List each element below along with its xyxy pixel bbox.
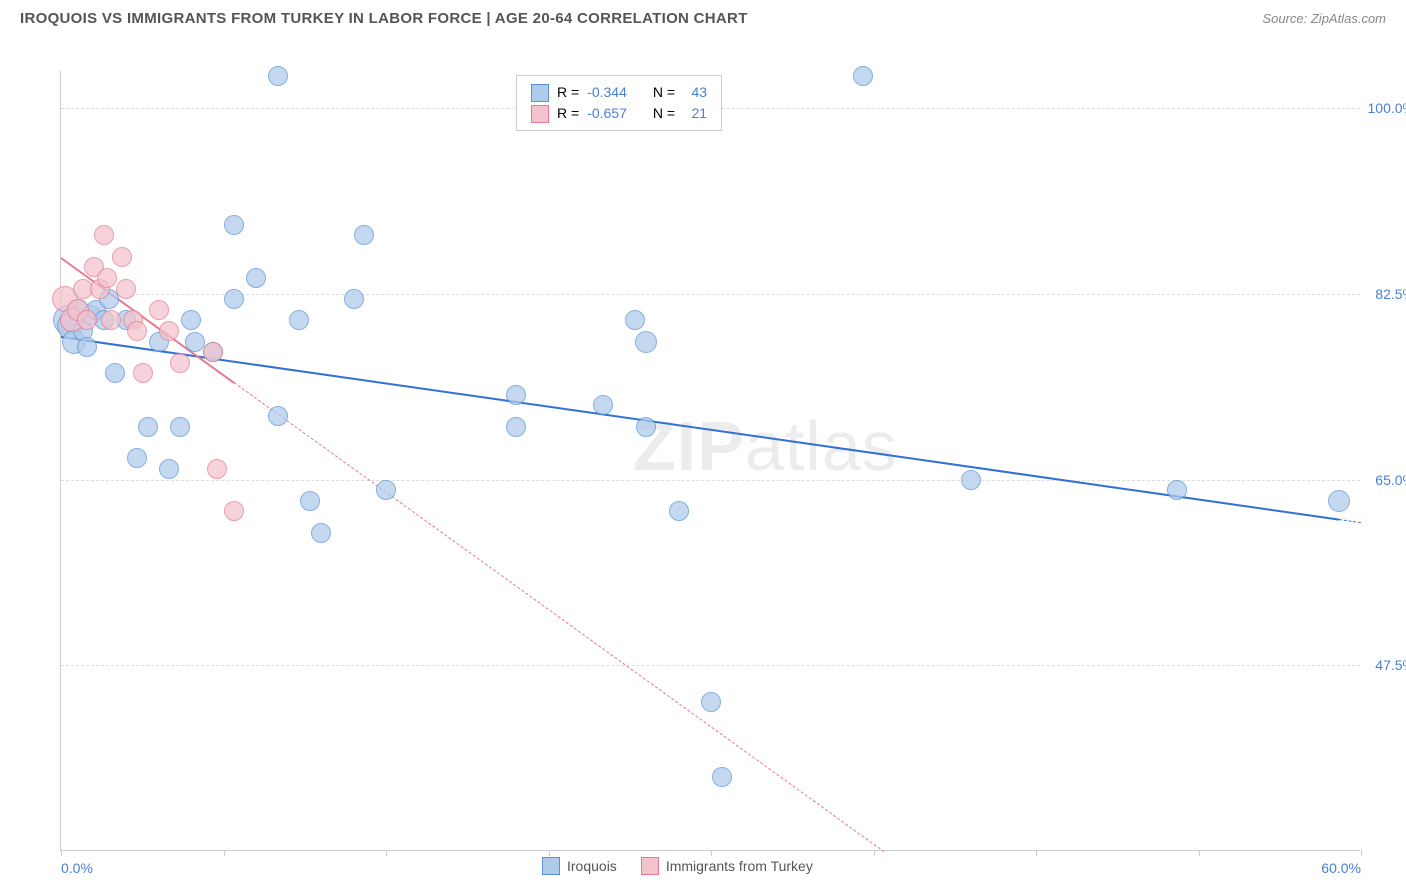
data-point — [300, 491, 320, 511]
data-point — [354, 225, 374, 245]
series-legend-label: Immigrants from Turkey — [666, 858, 813, 874]
data-point — [344, 289, 364, 309]
data-point — [77, 310, 97, 330]
data-point — [112, 247, 132, 267]
x-tick — [1361, 850, 1362, 856]
x-tick — [1199, 850, 1200, 856]
data-point — [853, 66, 873, 86]
x-tick — [224, 850, 225, 856]
gridline — [61, 480, 1360, 481]
data-point — [116, 279, 136, 299]
x-tick — [549, 850, 550, 856]
trendline-extrapolated — [234, 382, 885, 852]
data-point — [77, 337, 97, 357]
data-point — [207, 459, 227, 479]
data-point — [712, 767, 732, 787]
x-tick — [711, 850, 712, 856]
data-point — [170, 353, 190, 373]
data-point — [376, 480, 396, 500]
trendline-extrapolated — [1339, 519, 1361, 523]
data-point — [224, 289, 244, 309]
data-point — [246, 268, 266, 288]
stats-legend: R = -0.344 N = 43 R = -0.657 N = 21 — [516, 75, 722, 131]
x-tick — [386, 850, 387, 856]
data-point — [506, 417, 526, 437]
n-value: 43 — [683, 82, 707, 103]
data-point — [636, 417, 656, 437]
data-point — [224, 215, 244, 235]
trendline — [61, 336, 1340, 521]
n-label: N = — [653, 103, 675, 124]
watermark: ZIPatlas — [633, 406, 898, 486]
gridline — [61, 294, 1360, 295]
data-point — [159, 321, 179, 341]
data-point — [961, 470, 981, 490]
data-point — [1167, 480, 1187, 500]
data-point — [701, 692, 721, 712]
y-tick-label: 65.0% — [1375, 472, 1406, 488]
series-legend: Iroquois Immigrants from Turkey — [542, 857, 813, 875]
r-value: -0.657 — [587, 103, 627, 124]
legend-swatch — [531, 105, 549, 123]
data-point — [669, 501, 689, 521]
data-point — [97, 268, 117, 288]
n-value: 21 — [683, 103, 707, 124]
data-point — [1328, 490, 1350, 512]
data-point — [94, 225, 114, 245]
data-point — [159, 459, 179, 479]
r-label: R = — [557, 103, 579, 124]
series-legend-label: Iroquois — [567, 858, 617, 874]
data-point — [506, 385, 526, 405]
y-tick-label: 82.5% — [1375, 286, 1406, 302]
gridline — [61, 665, 1360, 666]
x-tick — [61, 850, 62, 856]
chart-title: IROQUOIS VS IMMIGRANTS FROM TURKEY IN LA… — [20, 10, 748, 27]
y-tick-label: 47.5% — [1375, 657, 1406, 673]
series-legend-item: Iroquois — [542, 857, 617, 875]
chart-source: Source: ZipAtlas.com — [1262, 11, 1386, 26]
data-point — [181, 310, 201, 330]
x-tick — [874, 850, 875, 856]
data-point — [101, 310, 121, 330]
data-point — [149, 300, 169, 320]
data-point — [224, 501, 244, 521]
stats-legend-row: R = -0.657 N = 21 — [531, 103, 707, 124]
data-point — [127, 321, 147, 341]
chart-header: IROQUOIS VS IMMIGRANTS FROM TURKEY IN LA… — [0, 0, 1406, 33]
series-legend-item: Immigrants from Turkey — [641, 857, 813, 875]
data-point — [635, 331, 657, 353]
data-point — [203, 342, 223, 362]
r-value: -0.344 — [587, 82, 627, 103]
data-point — [593, 395, 613, 415]
data-point — [625, 310, 645, 330]
x-tick — [1036, 850, 1037, 856]
n-label: N = — [653, 82, 675, 103]
legend-swatch — [641, 857, 659, 875]
data-point — [133, 363, 153, 383]
data-point — [170, 417, 190, 437]
data-point — [138, 417, 158, 437]
data-point — [289, 310, 309, 330]
data-point — [127, 448, 147, 468]
plot-area: 47.5%65.0%82.5%100.0%0.0%60.0%ZIPatlasR … — [60, 71, 1360, 851]
data-point — [268, 66, 288, 86]
legend-swatch — [531, 84, 549, 102]
stats-legend-row: R = -0.344 N = 43 — [531, 82, 707, 103]
data-point — [105, 363, 125, 383]
legend-swatch — [542, 857, 560, 875]
x-tick-label: 0.0% — [61, 860, 93, 876]
r-label: R = — [557, 82, 579, 103]
y-tick-label: 100.0% — [1368, 100, 1406, 116]
x-tick-label: 60.0% — [1321, 860, 1361, 876]
data-point — [311, 523, 331, 543]
data-point — [268, 406, 288, 426]
